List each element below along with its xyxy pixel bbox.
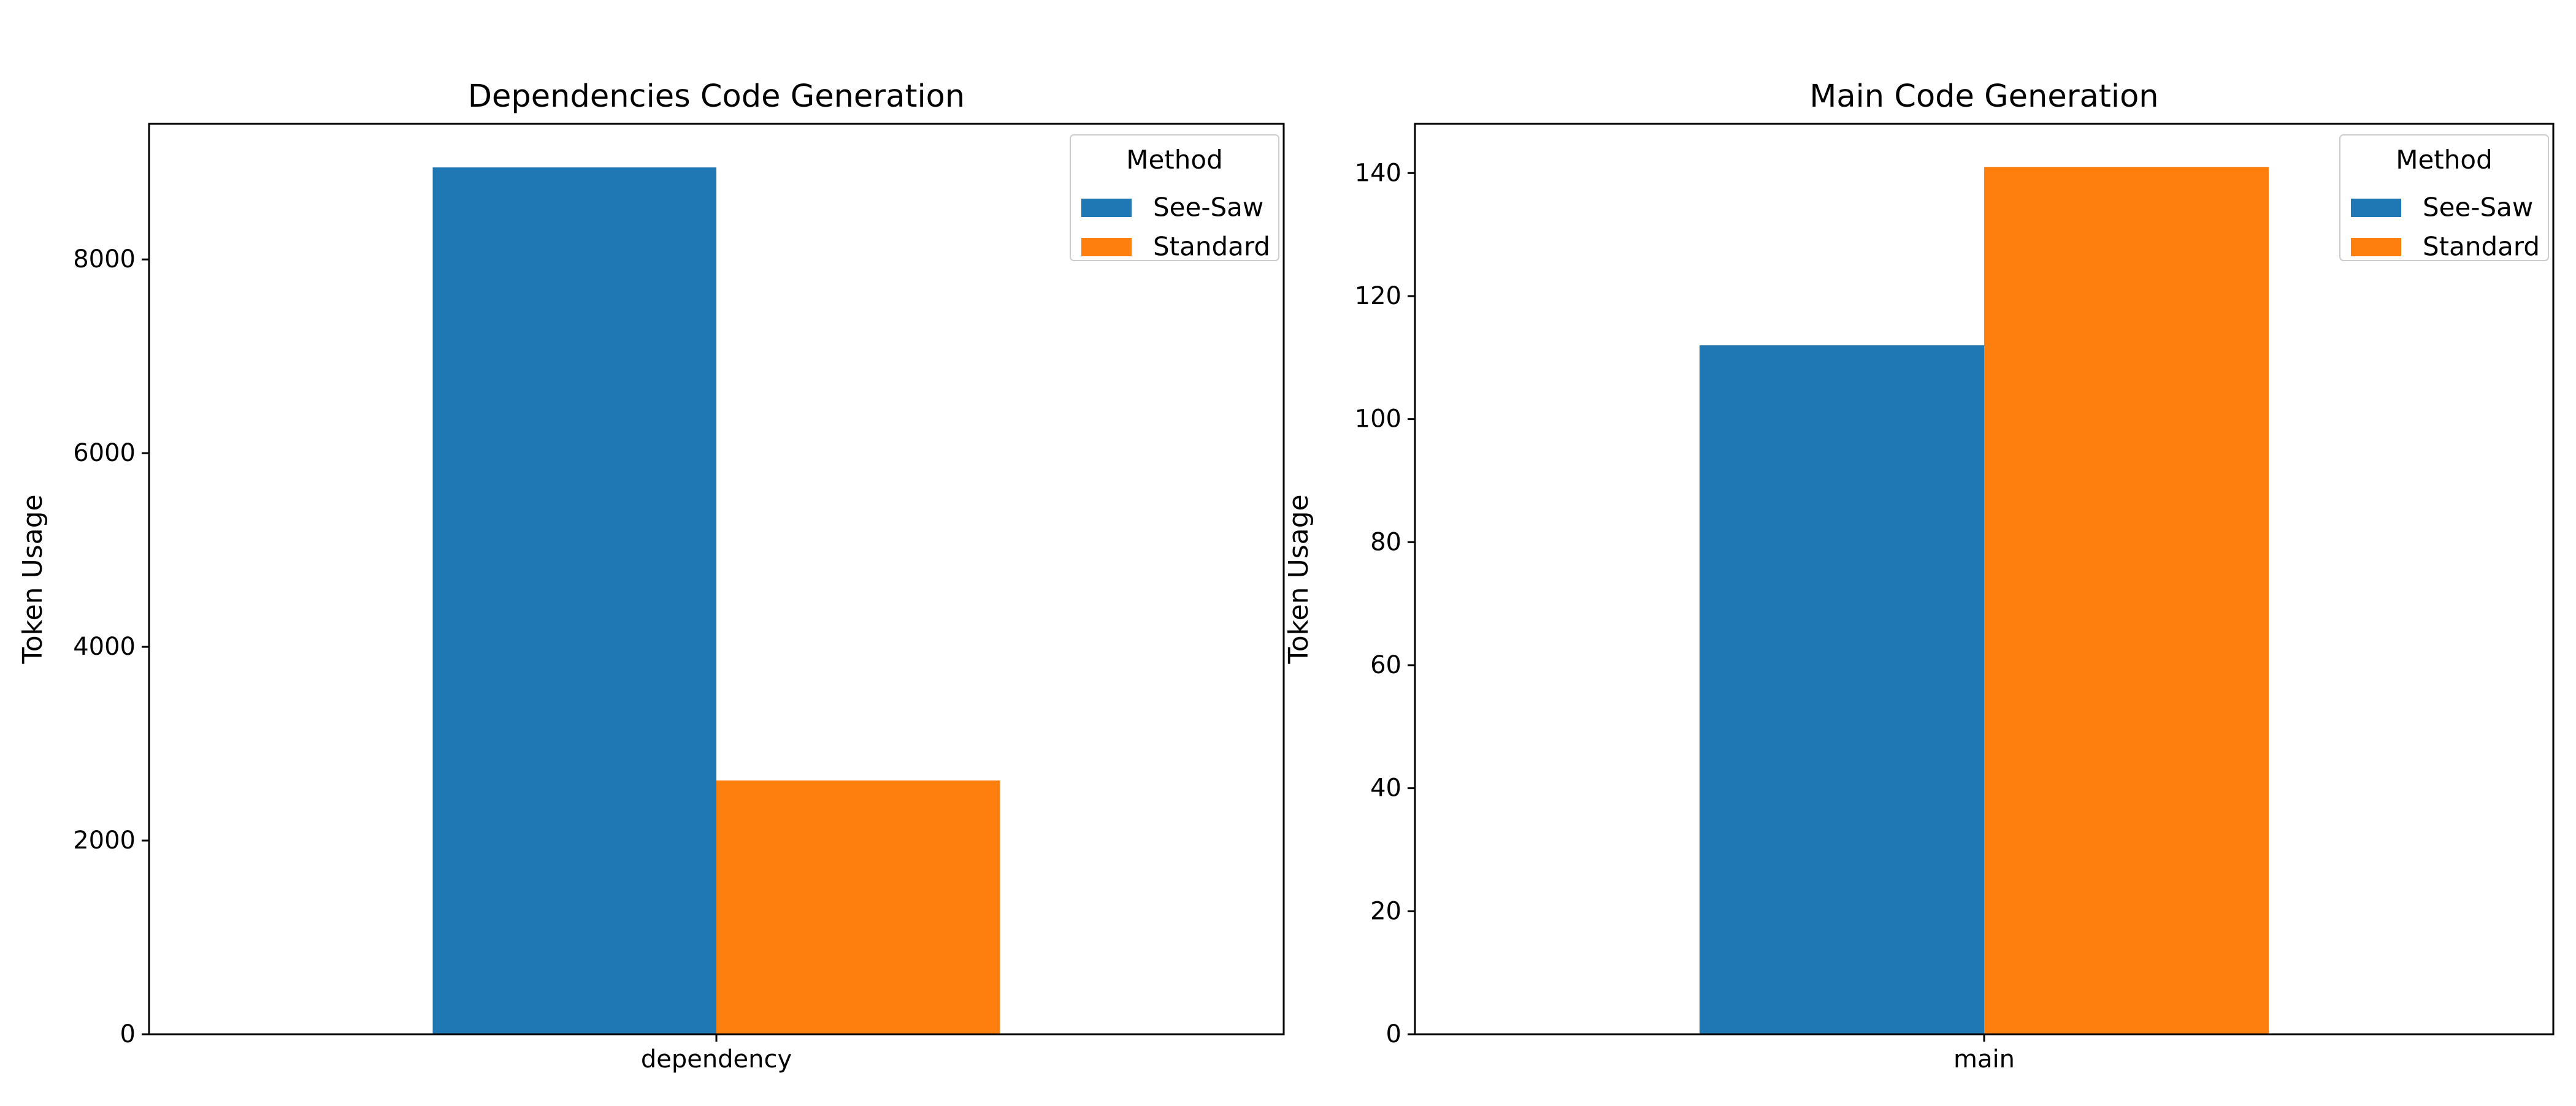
y-tick-label: 80	[1370, 528, 1401, 556]
y-tick-label: 4000	[73, 633, 136, 661]
bar-standard-dependency	[716, 780, 1000, 1034]
legend-swatch-standard	[2351, 238, 2401, 256]
legend-title: Method	[2396, 145, 2493, 175]
x-tick-label: dependency	[641, 1045, 792, 1074]
y-axis-label: Token Usage	[17, 494, 48, 664]
x-tick-label: main	[1953, 1045, 2015, 1074]
y-tick-label: 0	[1386, 1020, 1401, 1048]
bar-see-saw-main	[1700, 345, 1984, 1034]
y-tick-label: 40	[1370, 774, 1401, 803]
chart-title: Dependencies Code Generation	[468, 78, 965, 115]
y-tick-label: 140	[1355, 159, 1401, 187]
y-tick-label: 2000	[73, 826, 136, 855]
legend-label-standard: Standard	[1153, 232, 1270, 262]
legend-swatch-see-saw	[2351, 199, 2401, 217]
legend-box	[1070, 134, 1279, 261]
y-tick-label: 60	[1370, 651, 1401, 679]
chart-panel-1: 0 2000 4000 6000 8000 dependency Dependencies …	[17, 78, 1285, 1074]
legend-label-see-saw: See-Saw	[1153, 193, 1263, 223]
y-axis-label: Token Usage	[1283, 494, 1314, 664]
legend-title: Method	[1126, 145, 1223, 175]
legend-label-standard: Standard	[2423, 232, 2540, 262]
bar-standard-main	[1984, 167, 2269, 1035]
legend: Method See-Saw Standard	[1070, 134, 1279, 262]
y-tick-label: 0	[120, 1020, 136, 1048]
y-tick-label: 120	[1355, 282, 1401, 310]
chart-title: Main Code Generation	[1809, 78, 2158, 115]
y-tick-label: 6000	[73, 439, 136, 467]
bar-see-saw-dependency	[432, 167, 716, 1034]
y-tick-label: 8000	[73, 245, 136, 273]
legend-label-see-saw: See-Saw	[2423, 193, 2533, 223]
y-tick-label: 100	[1355, 405, 1401, 433]
legend: Method See-Saw Standard	[2339, 134, 2549, 262]
legend-box	[2339, 134, 2549, 261]
legend-swatch-standard	[1081, 238, 1132, 256]
legend-swatch-see-saw	[1081, 199, 1132, 217]
chart-panel-2: 0 20 40 60 80 100 120 140 main Main Code Generati…	[1283, 78, 2555, 1074]
y-tick-label: 20	[1370, 897, 1401, 925]
